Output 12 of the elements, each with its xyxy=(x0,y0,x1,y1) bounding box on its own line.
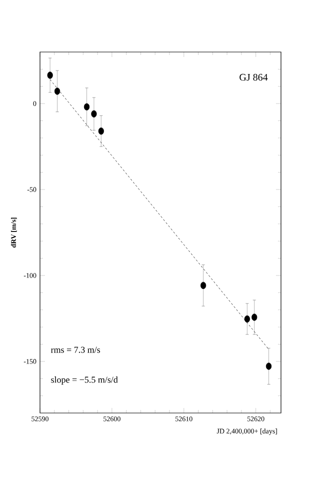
point xyxy=(252,314,258,321)
point xyxy=(98,128,104,135)
point xyxy=(47,72,53,79)
point xyxy=(54,88,60,95)
annotation: rms = 7.3 m/s xyxy=(50,346,100,353)
annotation: GJ 864 xyxy=(240,74,268,81)
point xyxy=(91,110,97,118)
point xyxy=(84,103,90,110)
point xyxy=(244,315,250,323)
annotation: slope = −5.5 m/s/d xyxy=(51,376,118,385)
point xyxy=(266,362,272,370)
point xyxy=(200,282,206,290)
